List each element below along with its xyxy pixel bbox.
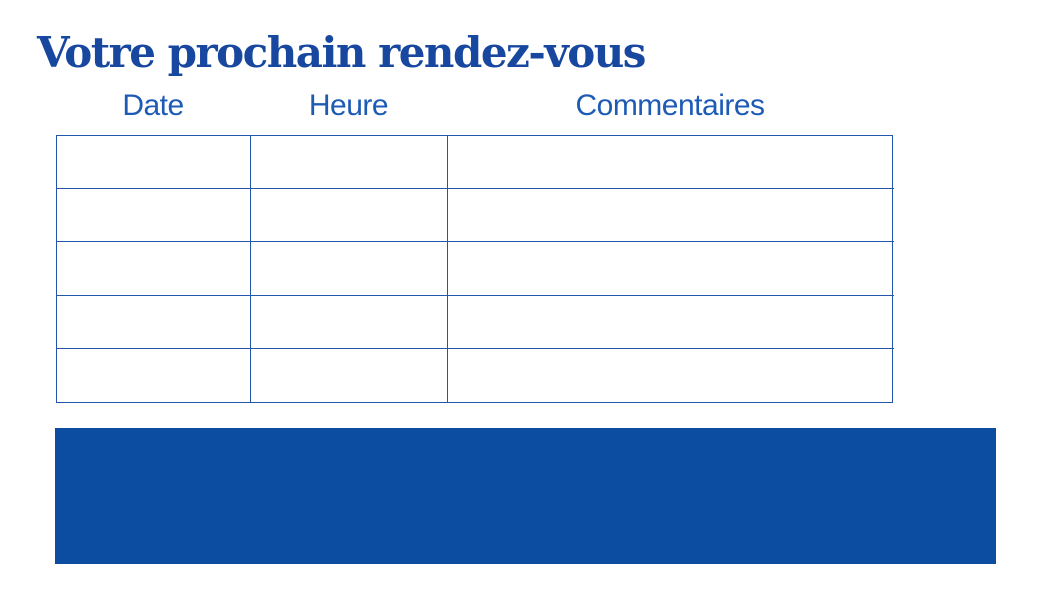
page-title: Votre prochain rendez-vous	[37, 28, 646, 77]
table-cell-date	[57, 136, 251, 190]
column-header-heure: Heure	[308, 89, 389, 122]
appointments-table	[56, 135, 894, 403]
table-cell-commentaires	[448, 189, 894, 243]
table-cell-heure	[251, 189, 448, 243]
column-header-date: Date	[122, 89, 184, 122]
table-cell-heure	[251, 295, 448, 349]
table-cell-heure	[251, 242, 448, 296]
table-cell-commentaires	[448, 349, 894, 402]
table-cell-commentaires	[448, 242, 894, 296]
table-cell-heure	[251, 136, 448, 190]
column-header-commentaires: Commentaires	[575, 89, 765, 122]
footer-banner	[55, 428, 996, 564]
table-cell-date	[57, 295, 251, 349]
table-cell-date	[57, 242, 251, 296]
table-cell-date	[57, 348, 251, 402]
table-column-headers: Date Heure Commentaires	[56, 90, 893, 122]
table-cell-commentaires	[448, 296, 894, 349]
table-cell-heure	[251, 348, 448, 402]
table-cell-date	[57, 189, 251, 243]
table-cell-commentaires	[448, 136, 894, 190]
